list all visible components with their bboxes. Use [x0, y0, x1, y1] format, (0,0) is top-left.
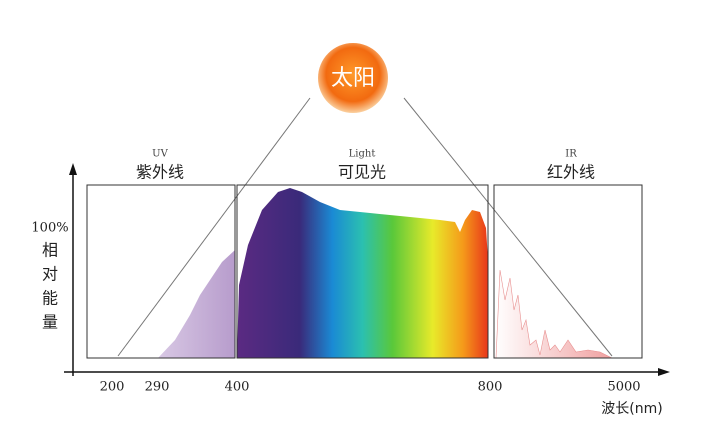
region-label: 红外线: [547, 163, 595, 182]
ir-spectrum: [495, 269, 613, 359]
y-arrow: [69, 163, 77, 175]
region-label: 紫外线: [136, 163, 184, 182]
uv-spectrum: [158, 250, 235, 358]
y-label-char: 对: [42, 265, 58, 284]
y-label-char: 量: [42, 313, 58, 332]
y-label-char: 能: [42, 289, 58, 308]
ray: [403, 97, 613, 357]
visible-spectrum: [237, 188, 488, 358]
sun-label: 太阳: [331, 66, 375, 91]
x-tick-label: 290: [145, 380, 170, 395]
ray: [117, 97, 311, 357]
x-tick-label: 5000: [607, 380, 640, 395]
x-tick-label: 400: [225, 380, 250, 395]
ir-box: [493, 184, 643, 359]
x-axis-label: 波长(nm): [601, 401, 662, 417]
region-code: IR: [565, 149, 577, 160]
light-box: [236, 184, 489, 359]
uv-box: [86, 184, 236, 359]
sun: [318, 43, 388, 113]
region-label: 可见光: [338, 163, 386, 182]
x-arrow: [658, 368, 670, 376]
x-tick-label: 800: [478, 380, 503, 395]
y-top-label: 100%: [31, 221, 68, 236]
x-tick-label: 200: [100, 380, 125, 395]
y-label-char: 相: [42, 241, 58, 260]
region-code: UV: [152, 149, 168, 160]
region-code: Light: [349, 149, 376, 160]
